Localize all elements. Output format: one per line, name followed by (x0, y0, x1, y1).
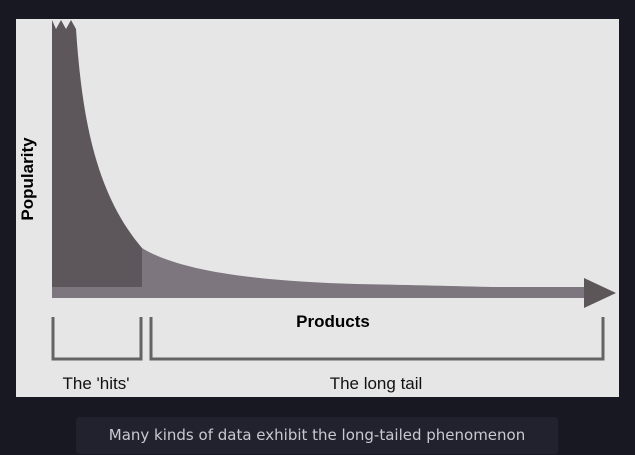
hits-region (52, 20, 142, 298)
caption-text: Many kinds of data exhibit the long-tail… (108, 426, 526, 444)
figure-caption: Many kinds of data exhibit the long-tail… (76, 417, 558, 454)
hits-bracket (51, 317, 143, 361)
figure-panel (16, 19, 619, 397)
long-tail-region (142, 248, 588, 298)
x-axis-arrowhead (584, 278, 616, 308)
x-axis-line (52, 287, 592, 298)
long-tail-diagram: Popularity Products The 'hits' The long … (18, 20, 616, 393)
x-axis-label: Products (296, 312, 370, 331)
y-axis-label: Popularity (18, 137, 37, 221)
long-tail-bracket (149, 317, 605, 361)
hits-label: The 'hits' (63, 374, 130, 393)
long-tail-label: The long tail (330, 374, 423, 393)
